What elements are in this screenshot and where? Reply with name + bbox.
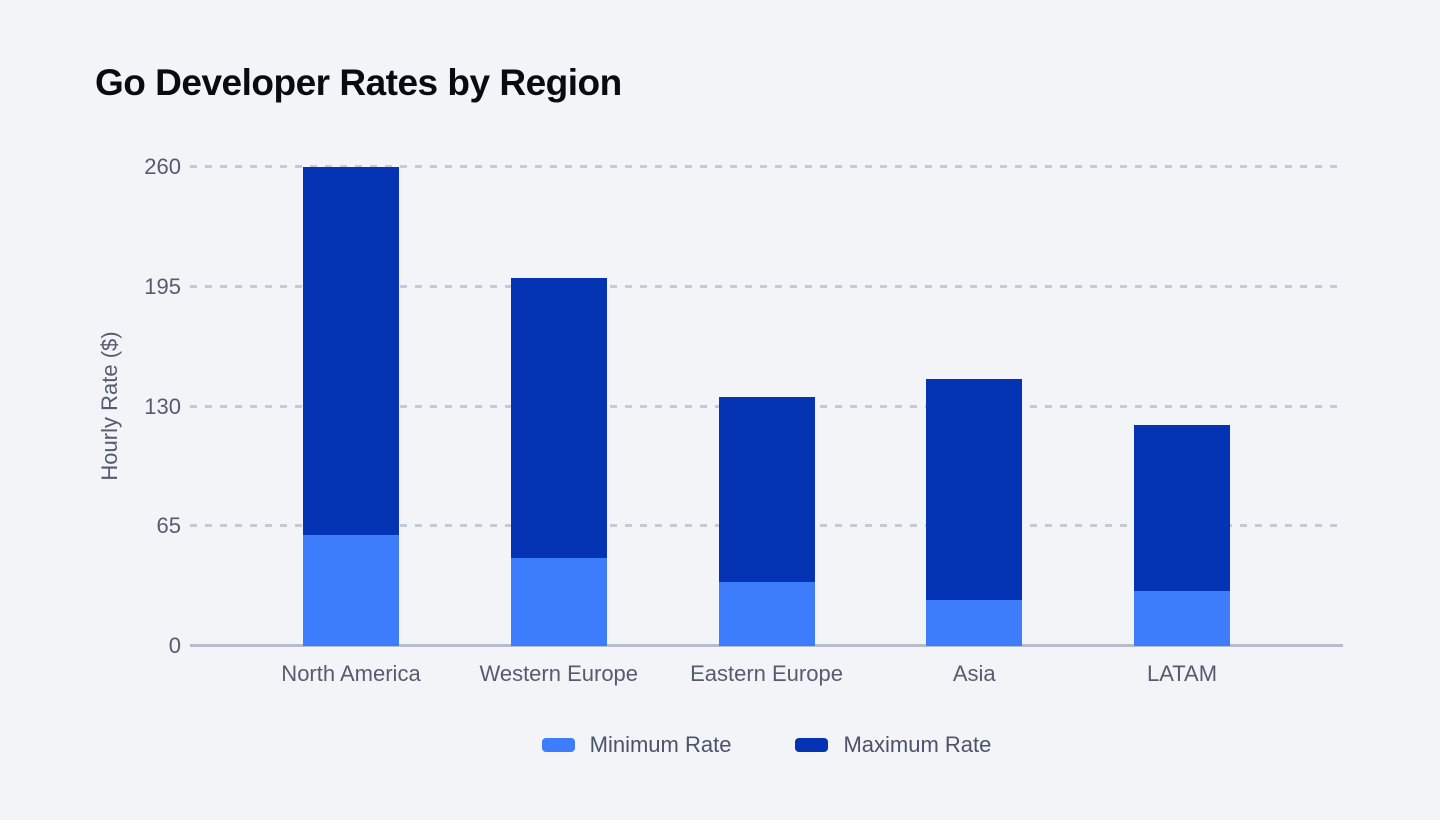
x-tick-label-latam: LATAM [1146, 661, 1218, 686]
bar-latam[interactable] [1134, 424, 1230, 646]
legend-label: Minimum Rate [589, 732, 732, 757]
bar-asia[interactable] [926, 378, 1023, 646]
min-rate-segment[interactable] [510, 557, 607, 646]
y-axis-tick-labels: 0 65 130 195 260 [95, 156, 181, 657]
bar-north-america[interactable] [303, 167, 399, 646]
chart-title: Go Developer Rates by Region [95, 62, 622, 103]
gridline-195 [190, 284, 1343, 288]
x-tick-label-eastern-europe: Eastern Europe [690, 661, 843, 686]
x-axis-tick-labels: North America Western Europe Eastern Europ… [190, 661, 1343, 687]
y-tick-label-195: 195 [144, 273, 181, 299]
y-tick-label-130: 130 [144, 393, 181, 419]
min-rate-segment[interactable] [718, 581, 815, 646]
min-rate-segment[interactable] [303, 535, 399, 646]
gridline-260 [190, 165, 1343, 168]
min-rate-segment[interactable] [926, 599, 1023, 646]
plot-area [190, 165, 1343, 647]
legend: Minimum Rate Maximum Rate [190, 731, 1343, 759]
legend-item-maximum-rate[interactable]: Maximum Rate [795, 732, 991, 758]
min-rate-segment[interactable] [1134, 590, 1230, 646]
y-tick-label-260: 260 [144, 154, 181, 179]
legend-label: Maximum Rate [843, 732, 992, 757]
x-tick-label-north-america: North America [281, 661, 421, 686]
y-tick-label-0: 0 [168, 633, 181, 658]
legend-swatch-icon [541, 738, 575, 752]
legend-swatch-icon [795, 738, 829, 752]
x-tick-label-western-europe: Western Europe [479, 661, 639, 686]
bar-eastern-europe[interactable] [718, 397, 815, 646]
x-tick-label-asia: Asia [952, 661, 996, 686]
y-tick-label-65: 65 [156, 513, 181, 539]
legend-item-minimum-rate[interactable]: Minimum Rate [541, 732, 732, 758]
bar-western-europe[interactable] [510, 277, 607, 646]
